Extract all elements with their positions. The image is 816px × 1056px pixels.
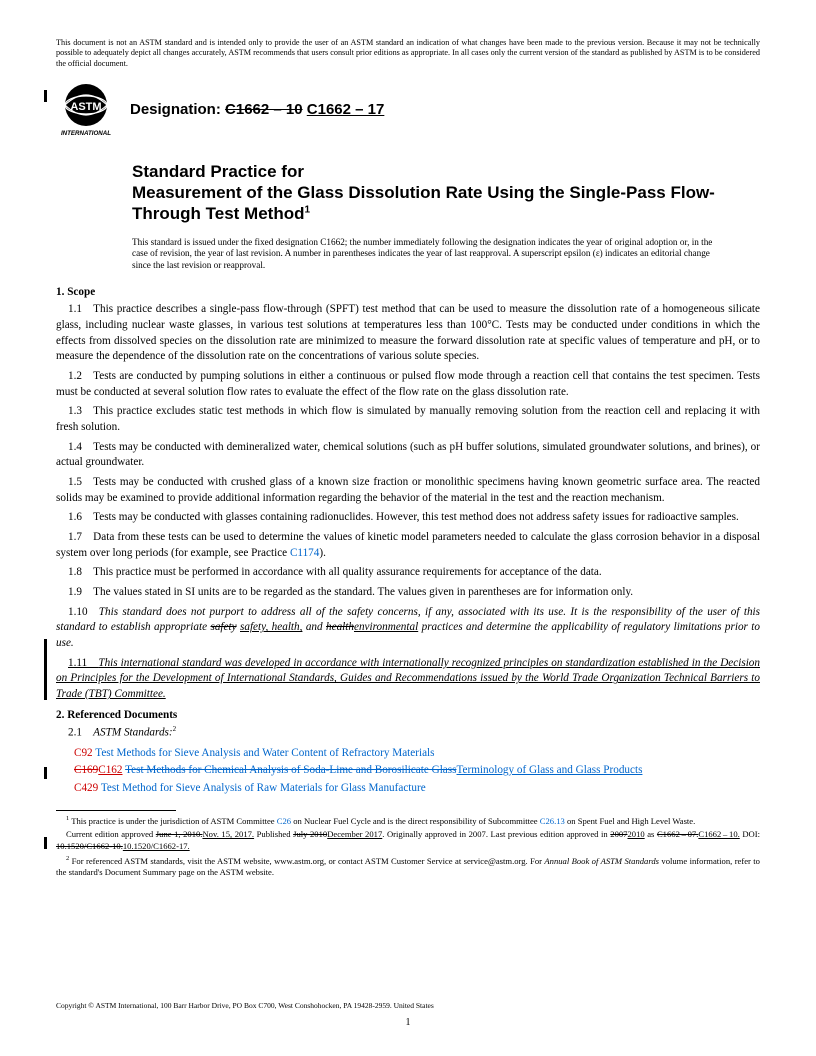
issuance-note: This standard is issued under the fixed … [132,237,720,273]
ref-code-old: C169 [74,764,98,776]
change-bar [44,767,47,779]
ref-row-1: C92 Test Methods for Sieve Analysis and … [74,745,760,761]
para-1-11: 1.11 This international standard was dev… [56,656,760,703]
para-1-1: 1.1 This practice describes a single-pas… [56,302,760,365]
designation-old: C1662 – 10 [225,101,303,118]
para-1-4: 1.4 Tests may be conducted with deminera… [56,440,760,471]
header-disclaimer: This document is not an ASTM standard an… [56,38,760,69]
title-block: Standard Practice for Measurement of the… [132,161,760,225]
header-row: ASTM INTERNATIONAL Designation: C1662 – … [56,83,760,137]
section-scope-head: 1. Scope [56,286,760,298]
footnote-1a: 1 This practice is under the jurisdictio… [56,815,760,827]
link-c26[interactable]: C26 [277,816,291,826]
para-1-5: 1.5 Tests may be conducted with crushed … [56,475,760,506]
designation: Designation: C1662 – 10 C1662 – 17 [130,101,384,118]
svg-text:INTERNATIONAL: INTERNATIONAL [61,130,111,137]
para-1-10: 1.10 This standard does not purport to a… [56,605,760,652]
para-1-9: 1.9 The values stated in SI units are to… [56,585,760,601]
para-1-7: 1.7 Data from these tests can be used to… [56,530,760,561]
ref-row-3: C429 Test Method for Sieve Analysis of R… [74,780,760,796]
svg-text:ASTM: ASTM [70,101,101,113]
change-bar [44,639,47,700]
refdoc-sub: 2.1 ASTM Standards:2 [56,725,760,741]
ref-text-3[interactable]: Test Method for Sieve Analysis of Raw Ma… [101,782,426,794]
page-number: 1 [0,1017,816,1028]
title-prefix: Standard Practice for [132,161,760,182]
para-1-10-num: 1.10 [68,606,99,618]
reference-list: C92 Test Methods for Sieve Analysis and … [74,745,760,796]
para-1-7-b: ). [319,547,326,559]
change-bar [44,837,47,849]
title-footnote-mark: 1 [305,205,311,216]
para-1-11-body: This international standard was develope… [56,657,760,700]
ref-text-1[interactable]: Test Methods for Sieve Analysis and Wate… [95,747,434,759]
ref-code-c92[interactable]: C92 [74,747,93,759]
link-c1174[interactable]: C1174 [290,547,319,559]
ref-code-c162[interactable]: C162 [98,764,122,776]
astm-logo: ASTM INTERNATIONAL [56,83,116,137]
ref-code-c429[interactable]: C429 [74,782,98,794]
footnote-2: 2 For referenced ASTM standards, visit t… [56,855,760,879]
footnotes: 1 This practice is under the jurisdictio… [56,815,760,879]
ref-row-2: C169C162 Test Methods for Chemical Analy… [74,762,760,778]
footnote-rule [56,810,176,811]
section-refdoc-head: 2. Referenced Documents [56,709,760,721]
title-main-text: Measurement of the Glass Dissolution Rat… [132,183,715,223]
para-1-6: 1.6 Tests may be conducted with glasses … [56,510,760,526]
ref-text-2-old: Test Methods for Chemical Analysis of So… [125,764,456,776]
ref-text-2-new[interactable]: Terminology of Glass and Glass Products [456,764,642,776]
change-bar [44,90,47,102]
title-main: Measurement of the Glass Dissolution Rat… [132,182,760,225]
para-1-3: 1.3 This practice excludes static test m… [56,404,760,435]
para-1-7-a: 1.7 Data from these tests can be used to… [56,531,760,559]
para-1-10-body: This standard does not purport to addres… [56,606,760,649]
page: This document is not an ASTM standard an… [0,0,816,1056]
link-c2613[interactable]: C26.13 [540,816,565,826]
copyright-line: Copyright © ASTM International, 100 Barr… [56,1001,434,1010]
para-1-11-num: 1.11 [68,657,98,669]
designation-label: Designation: [130,101,221,118]
footnote-1b: Current edition approved June 1, 2010.No… [56,829,760,852]
para-1-8: 1.8 This practice must be performed in a… [56,565,760,581]
designation-new: C1662 – 17 [307,101,385,118]
para-1-2: 1.2 Tests are conducted by pumping solut… [56,369,760,400]
